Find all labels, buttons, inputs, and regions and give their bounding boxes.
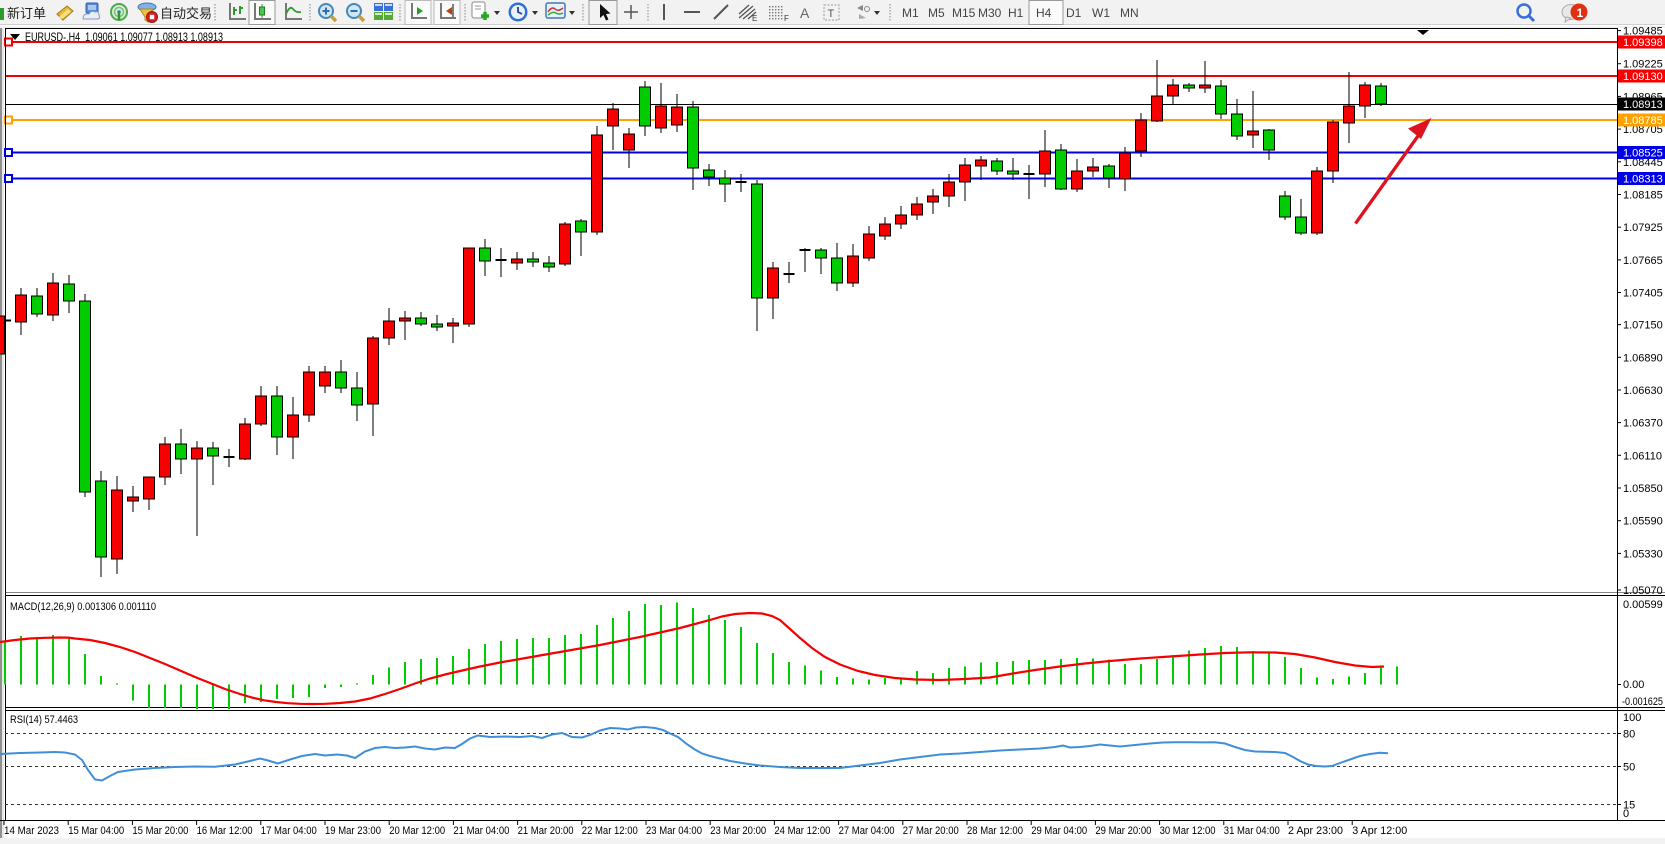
svg-text:1: 1: [1577, 6, 1584, 20]
svg-text:1.07150: 1.07150: [1623, 320, 1663, 332]
svg-text:T: T: [828, 8, 835, 20]
svg-text:21 Mar 04:00: 21 Mar 04:00: [453, 825, 509, 837]
svg-text:1.06890: 1.06890: [1623, 352, 1663, 364]
svg-text:1.06370: 1.06370: [1623, 418, 1663, 430]
svg-text:F: F: [784, 14, 789, 23]
svg-text:1.05330: 1.05330: [1623, 548, 1663, 560]
svg-text:24 Mar 12:00: 24 Mar 12:00: [774, 825, 830, 837]
svg-text:27 Mar 04:00: 27 Mar 04:00: [839, 825, 895, 837]
svg-text:29 Mar 20:00: 29 Mar 20:00: [1095, 825, 1151, 837]
svg-text:100: 100: [1623, 712, 1641, 724]
svg-text:M1: M1: [902, 6, 919, 20]
svg-text:1.05850: 1.05850: [1623, 483, 1663, 495]
svg-text:1.08705: 1.08705: [1623, 124, 1663, 136]
svg-text:1.07405: 1.07405: [1623, 288, 1663, 300]
svg-text:30 Mar 12:00: 30 Mar 12:00: [1160, 825, 1216, 837]
svg-text:W1: W1: [1092, 6, 1110, 20]
svg-text:15 Mar 20:00: 15 Mar 20:00: [132, 825, 188, 837]
svg-text:17 Mar 04:00: 17 Mar 04:00: [261, 825, 317, 837]
svg-text:31 Mar 04:00: 31 Mar 04:00: [1224, 825, 1280, 837]
svg-text:1.06630: 1.06630: [1623, 385, 1663, 397]
svg-text:1.06110: 1.06110: [1623, 450, 1662, 462]
svg-text:自动交易: 自动交易: [160, 6, 212, 21]
svg-text:D1: D1: [1066, 6, 1082, 20]
svg-text:1.05070: 1.05070: [1623, 585, 1663, 597]
svg-text:0: 0: [1623, 808, 1629, 820]
svg-text:1.08445: 1.08445: [1623, 157, 1663, 169]
svg-text:RSI(14) 57.4463: RSI(14) 57.4463: [10, 714, 78, 726]
svg-text:1.08313: 1.08313: [1623, 174, 1663, 186]
svg-text:EURUSD-,H4 1.09061 1.09077 1.: EURUSD-,H4 1.09061 1.09077 1.08913 1.089…: [25, 30, 223, 44]
svg-text:M5: M5: [928, 6, 945, 20]
svg-text:1.08785: 1.08785: [1623, 115, 1663, 127]
svg-text:A: A: [800, 5, 810, 21]
svg-text:1.08185: 1.08185: [1623, 190, 1663, 202]
svg-text:28 Mar 12:00: 28 Mar 12:00: [967, 825, 1023, 837]
svg-text:23 Mar 20:00: 23 Mar 20:00: [710, 825, 766, 837]
svg-text:50: 50: [1623, 762, 1635, 774]
svg-text:1.05590: 1.05590: [1623, 516, 1663, 528]
svg-text:1.07665: 1.07665: [1623, 255, 1663, 267]
svg-text:22 Mar 12:00: 22 Mar 12:00: [582, 825, 638, 837]
svg-text:2 Apr 23:00: 2 Apr 23:00: [1288, 825, 1343, 837]
svg-text:21 Mar 20:00: 21 Mar 20:00: [518, 825, 574, 837]
svg-text:E: E: [752, 14, 757, 23]
svg-text:1.09485: 1.09485: [1623, 26, 1663, 38]
svg-text:23 Mar 04:00: 23 Mar 04:00: [646, 825, 702, 837]
svg-text:14 Mar 2023: 14 Mar 2023: [4, 825, 59, 837]
svg-text:16 Mar 12:00: 16 Mar 12:00: [197, 825, 253, 837]
svg-text:H4: H4: [1036, 6, 1052, 20]
svg-text:MACD(12,26,9) 0.001306 0.00111: MACD(12,26,9) 0.001306 0.001110: [10, 601, 156, 613]
svg-text:29 Mar 04:00: 29 Mar 04:00: [1031, 825, 1087, 837]
svg-text:MN: MN: [1120, 6, 1139, 20]
svg-text:0.00599: 0.00599: [1623, 599, 1663, 611]
svg-text:1.09225: 1.09225: [1623, 59, 1663, 71]
svg-text:0.00: 0.00: [1623, 679, 1644, 691]
svg-text:新订单: 新订单: [7, 6, 46, 21]
svg-text:M15: M15: [952, 6, 976, 20]
svg-text:15: 15: [1623, 800, 1635, 812]
svg-text:1.08913: 1.08913: [1623, 99, 1663, 111]
svg-text:15 Mar 04:00: 15 Mar 04:00: [68, 825, 124, 837]
svg-text:80: 80: [1623, 729, 1635, 741]
svg-text:3 Apr 12:00: 3 Apr 12:00: [1352, 825, 1407, 837]
svg-text:1.08525: 1.08525: [1623, 148, 1663, 160]
svg-text:1.09130: 1.09130: [1623, 71, 1663, 83]
svg-text:H1: H1: [1008, 6, 1024, 20]
svg-text:1.09398: 1.09398: [1623, 37, 1663, 49]
svg-text:1.07925: 1.07925: [1623, 222, 1663, 234]
svg-text:27 Mar 20:00: 27 Mar 20:00: [903, 825, 959, 837]
svg-text:20 Mar 12:00: 20 Mar 12:00: [389, 825, 445, 837]
svg-text:-0.001625: -0.001625: [1622, 696, 1663, 708]
svg-text:19 Mar 23:00: 19 Mar 23:00: [325, 825, 381, 837]
svg-text:M30: M30: [978, 6, 1002, 20]
